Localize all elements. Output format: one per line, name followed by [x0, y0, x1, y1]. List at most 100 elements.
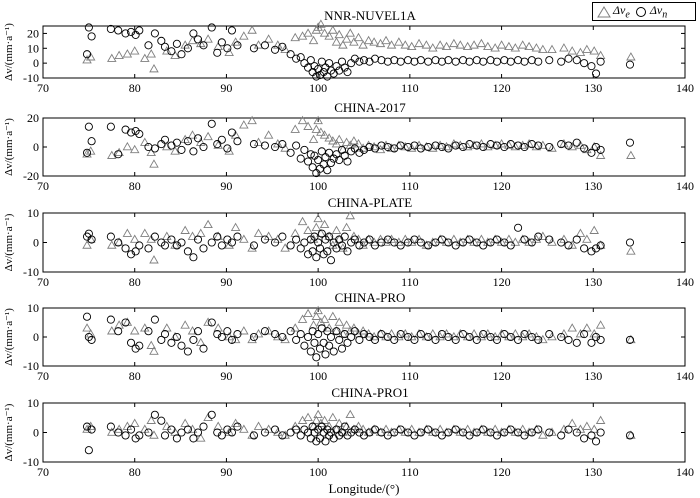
vn-point [359, 56, 369, 65]
vn-point [144, 327, 153, 336]
ve-point [331, 138, 342, 148]
vn-point [177, 145, 186, 154]
vn-point [278, 140, 287, 149]
ve-point [203, 34, 213, 43]
vn-point [233, 330, 242, 339]
ve-point [149, 159, 159, 168]
vn-point [249, 241, 258, 250]
vn-point [332, 62, 341, 71]
ve-point [375, 328, 386, 338]
plot-frame [42, 307, 686, 367]
y-tick-label: 20 [27, 111, 39, 125]
ve-point [290, 228, 300, 237]
vn-point [183, 247, 192, 256]
vn-point [444, 56, 453, 65]
ve-point [303, 308, 313, 318]
vn-point [390, 335, 399, 344]
y-tick-label: 0 [33, 426, 39, 440]
ve-point [162, 323, 172, 332]
ve-point [107, 150, 117, 159]
ve-point [107, 427, 117, 436]
vn-point [296, 244, 305, 253]
vn-point [587, 247, 596, 256]
ve-point [428, 328, 438, 338]
vn-point [580, 244, 589, 253]
vn-point [580, 434, 589, 443]
vn-point [114, 238, 123, 247]
ve-point [504, 41, 514, 51]
ve-point [224, 240, 234, 249]
vn-point [249, 332, 258, 342]
vn-point [157, 140, 166, 149]
vn-point [451, 425, 460, 434]
vn-point [355, 428, 364, 437]
ve-point [490, 43, 500, 52]
vn-point [572, 235, 581, 244]
vn-point [213, 428, 222, 437]
ve-point [406, 237, 417, 246]
vn-point [300, 145, 309, 154]
vn-point [84, 332, 93, 342]
vn-point [310, 338, 319, 347]
ve-point [239, 120, 249, 129]
vn-point [564, 335, 573, 344]
ve-point [345, 409, 356, 419]
vn-point [177, 50, 186, 59]
vn-point [479, 57, 488, 66]
ve-point [195, 228, 206, 237]
ve-point [230, 334, 241, 344]
ve-point [319, 28, 330, 37]
ve-point [187, 424, 198, 433]
vn-point [625, 431, 635, 440]
ve-point [626, 334, 636, 344]
ve-point [308, 320, 319, 329]
vn-point [350, 327, 359, 336]
ve-point [224, 146, 234, 155]
ve-point [162, 421, 172, 430]
vn-point [337, 344, 347, 353]
ve-point [239, 326, 249, 335]
vn-point [431, 335, 440, 344]
vn-point [121, 125, 130, 134]
x-tick-label: 120 [493, 369, 511, 383]
ve-point [280, 44, 290, 54]
vn-point [270, 238, 280, 247]
vn-point [416, 428, 425, 437]
x-tick-label: 80 [129, 275, 141, 289]
vn-point [199, 41, 208, 50]
vn-point [312, 253, 321, 262]
vn-point [572, 138, 581, 147]
x-tick-label: 100 [309, 275, 327, 289]
ve-point [353, 32, 364, 42]
ve-point [82, 55, 92, 64]
vn-point [534, 232, 543, 241]
ve-point [483, 41, 493, 51]
ve-point [146, 49, 156, 58]
vn-point [150, 410, 159, 419]
vn-point [126, 128, 136, 137]
vn-point [416, 56, 425, 65]
legend-label-ve: Δve [613, 2, 630, 21]
ve-point [140, 228, 150, 237]
vn-point [572, 428, 581, 437]
x-tick-label: 130 [584, 369, 602, 383]
x-tick-label: 100 [309, 179, 327, 193]
x-tick-label: 110 [401, 465, 419, 479]
ve-point [435, 140, 445, 149]
ve-point [311, 222, 322, 232]
vn-point [317, 324, 326, 333]
vn-point [193, 134, 203, 143]
legend: Δve Δvn [592, 2, 696, 21]
vn-point [300, 341, 309, 350]
vn-point [492, 57, 502, 66]
vn-point [326, 158, 336, 167]
ve-point [313, 115, 323, 125]
vn-point [286, 428, 295, 437]
vn-point [278, 332, 287, 342]
vn-point [472, 141, 481, 150]
vn-point [157, 335, 166, 344]
x-tick-label: 130 [584, 465, 602, 479]
vn-point [106, 122, 115, 131]
vn-point [150, 315, 159, 324]
ve-point [319, 130, 330, 139]
